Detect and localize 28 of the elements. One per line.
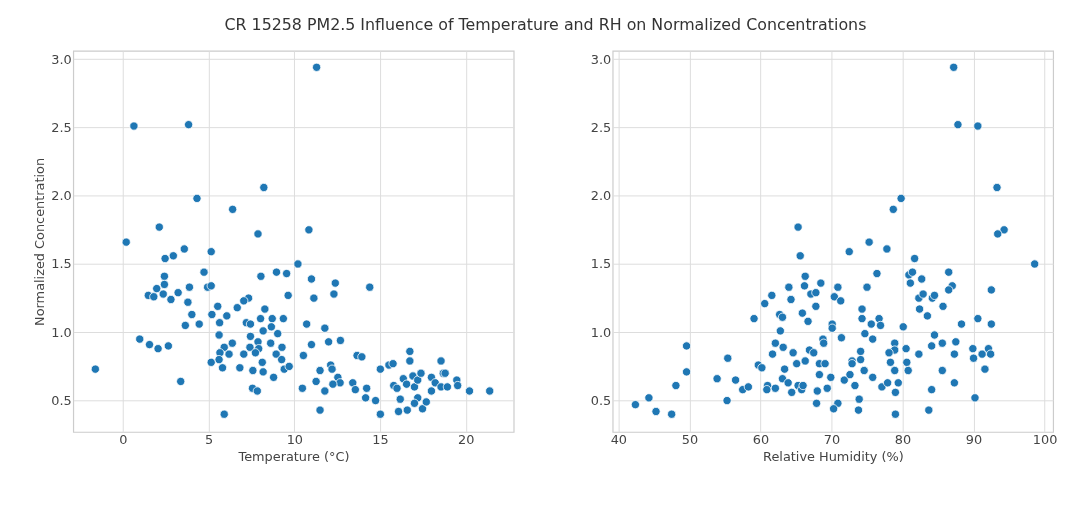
y-tick-label: 2.5 <box>590 119 612 135</box>
y-tick-label: 0.5 <box>51 393 72 409</box>
y-tick-label: 3.0 <box>51 51 72 67</box>
y-tick-label: 3.0 <box>590 51 612 67</box>
x-tick-label: 100 <box>1032 432 1058 448</box>
y-axis-title: Normalized Concentration <box>32 157 48 326</box>
x-tick-label: 20 <box>458 432 475 448</box>
x-tick-label: 40 <box>610 432 628 448</box>
x-tick-label: 60 <box>752 432 770 448</box>
x-tick-label: 15 <box>372 432 389 448</box>
y-tick-label: 0.5 <box>590 393 612 409</box>
x-tick-label: 0 <box>119 432 128 448</box>
x-axis-title: Relative Humidity (%) <box>763 449 904 465</box>
x-axis-title: Temperature (°C) <box>237 449 350 465</box>
y-tick-label: 2.0 <box>590 188 612 204</box>
x-tick-label: 50 <box>681 432 699 448</box>
y-tick-label: 2.5 <box>51 119 72 135</box>
chart-title: CR 15258 PM2.5 Influence of Temperature and RH on Normalized Concentrations <box>224 14 867 34</box>
x-tick-label: 80 <box>894 432 912 448</box>
y-tick-label: 2.0 <box>51 188 72 204</box>
y-tick-label: 1.5 <box>590 256 612 272</box>
x-tick-label: 90 <box>965 432 983 448</box>
x-tick-label: 70 <box>823 432 841 448</box>
y-tick-label: 1.5 <box>51 256 72 272</box>
x-tick-label: 5 <box>205 432 214 448</box>
y-tick-label: 1.0 <box>51 324 72 340</box>
x-tick-label: 10 <box>286 432 304 448</box>
y-tick-label: 1.0 <box>590 324 612 340</box>
